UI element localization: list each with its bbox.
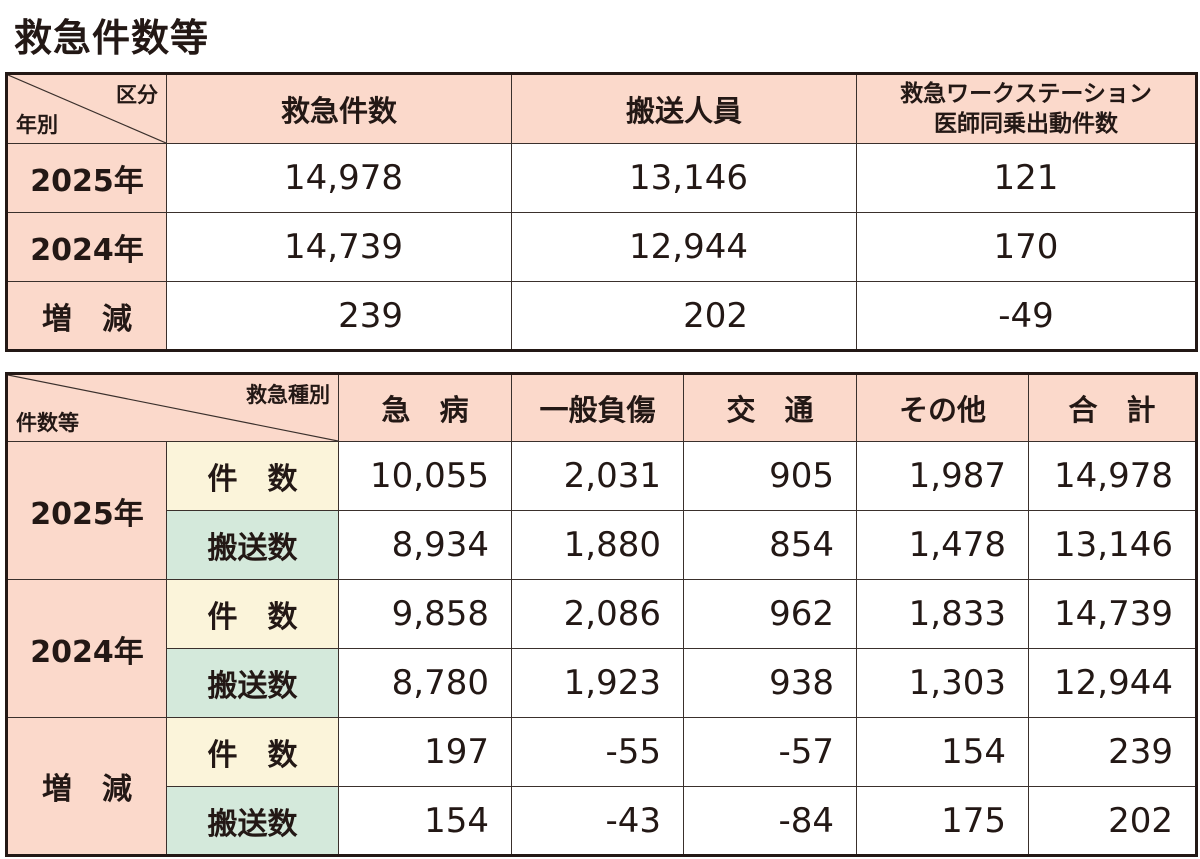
cell-traffic: -57 <box>683 717 857 787</box>
corner-row-label: 件数等 <box>16 411 79 435</box>
breakdown-row-2025-transport: 搬送数 8,934 1,880 854 1,478 13,146 <box>7 510 1197 580</box>
header-total: 合 計 <box>1028 373 1197 442</box>
row-label-count: 件 数 <box>166 441 339 511</box>
cell-general-injury: 1,923 <box>511 648 684 718</box>
page-title: 救急件数等 <box>14 16 210 60</box>
cell-other: 1,478 <box>856 510 1029 580</box>
header-doctor-dispatch-line1: 救急ワークステーション <box>900 81 1152 107</box>
cell-emergency-calls: 14,978 <box>166 143 512 213</box>
breakdown-table: 救急種別 件数等 急 病 一般負傷 交 通 その他 合 計 2025年 件 数 … <box>5 372 1198 857</box>
group-label-2024: 2024年 <box>6 579 167 718</box>
cell-traffic: 905 <box>683 441 857 511</box>
cell-doctor-dispatch: 121 <box>856 143 1197 213</box>
cell-sudden-illness: 9,858 <box>338 579 512 649</box>
breakdown-row-2024-transport: 搬送数 8,780 1,923 938 1,303 12,944 <box>7 648 1197 718</box>
cell-emergency-calls: 239 <box>166 281 512 351</box>
corner-column-label: 救急種別 <box>246 383 330 407</box>
corner-row-label: 年別 <box>16 113 58 137</box>
cell-traffic: 938 <box>683 648 857 718</box>
breakdown-corner-cell: 救急種別 件数等 <box>6 373 339 442</box>
cell-emergency-calls: 14,739 <box>166 212 512 282</box>
cell-total: 14,739 <box>1028 579 1197 649</box>
cell-general-injury: 2,031 <box>511 441 684 511</box>
cell-sudden-illness: 8,934 <box>338 510 512 580</box>
header-sudden-illness: 急 病 <box>338 373 512 442</box>
cell-other: 175 <box>856 786 1029 856</box>
cell-doctor-dispatch: -49 <box>856 281 1197 351</box>
summary-header-row: 区分 年別 救急件数 搬送人員 救急ワークステーション 医師同乗出動件数 <box>6 73 1197 144</box>
cell-total: 239 <box>1028 717 1197 787</box>
cell-sudden-illness: 8,780 <box>338 648 512 718</box>
cell-transported: 202 <box>511 281 857 351</box>
breakdown-row-change-count: 増 減 件 数 197 -55 -57 154 239 <box>6 717 1197 856</box>
cell-sudden-illness: 197 <box>338 717 512 787</box>
header-doctor-dispatch: 救急ワークステーション 医師同乗出動件数 <box>856 73 1197 144</box>
breakdown-row-change-transport: 搬送数 154 -43 -84 175 202 <box>7 786 1197 856</box>
summary-row-2025: 2025年 14,978 13,146 121 <box>6 143 1197 213</box>
diagonal-line-icon <box>8 75 166 143</box>
header-general-injury: 一般負傷 <box>511 373 684 442</box>
cell-general-injury: -55 <box>511 717 684 787</box>
row-label-year: 2024年 <box>6 212 167 282</box>
header-emergency-calls: 救急件数 <box>166 73 512 144</box>
cell-traffic: 962 <box>683 579 857 649</box>
breakdown-header-row: 救急種別 件数等 急 病 一般負傷 交 通 その他 合 計 <box>6 373 1197 442</box>
cell-doctor-dispatch: 170 <box>856 212 1197 282</box>
cell-general-injury: -43 <box>511 786 684 856</box>
row-label-transport: 搬送数 <box>166 510 339 580</box>
cell-other: 1,987 <box>856 441 1029 511</box>
summary-table: 区分 年別 救急件数 搬送人員 救急ワークステーション 医師同乗出動件数 202… <box>5 72 1198 352</box>
header-traffic: 交 通 <box>683 373 857 442</box>
corner-column-label: 区分 <box>116 83 158 107</box>
cell-transported: 13,146 <box>511 143 857 213</box>
row-label-transport: 搬送数 <box>166 648 339 718</box>
summary-row-2024: 2024年 14,739 12,944 170 <box>6 212 1197 282</box>
cell-total: 14,978 <box>1028 441 1197 511</box>
cell-total: 13,146 <box>1028 510 1197 580</box>
header-transported: 搬送人員 <box>511 73 857 144</box>
row-label-year: 2025年 <box>6 143 167 213</box>
breakdown-row-2024-count: 2024年 件 数 9,858 2,086 962 1,833 14,739 <box>6 579 1197 718</box>
row-label-change: 増 減 <box>6 281 167 351</box>
group-label-2025: 2025年 <box>6 441 167 580</box>
cell-other: 1,833 <box>856 579 1029 649</box>
row-label-count: 件 数 <box>166 579 339 649</box>
cell-other: 154 <box>856 717 1029 787</box>
summary-row-change: 増 減 239 202 -49 <box>6 281 1197 351</box>
row-label-count: 件 数 <box>166 717 339 787</box>
cell-total: 202 <box>1028 786 1197 856</box>
breakdown-row-2025-count: 2025年 件 数 10,055 2,031 905 1,987 14,978 <box>6 441 1197 580</box>
cell-transported: 12,944 <box>511 212 857 282</box>
cell-other: 1,303 <box>856 648 1029 718</box>
cell-traffic: -84 <box>683 786 857 856</box>
cell-general-injury: 1,880 <box>511 510 684 580</box>
diagonal-line-icon <box>8 375 338 441</box>
cell-general-injury: 2,086 <box>511 579 684 649</box>
cell-traffic: 854 <box>683 510 857 580</box>
cell-total: 12,944 <box>1028 648 1197 718</box>
group-label-change: 増 減 <box>6 717 167 856</box>
cell-sudden-illness: 154 <box>338 786 512 856</box>
row-label-transport: 搬送数 <box>166 786 339 856</box>
header-doctor-dispatch-line2: 医師同乗出動件数 <box>934 111 1118 137</box>
summary-corner-cell: 区分 年別 <box>6 73 167 144</box>
header-other: その他 <box>856 373 1029 442</box>
cell-sudden-illness: 10,055 <box>338 441 512 511</box>
